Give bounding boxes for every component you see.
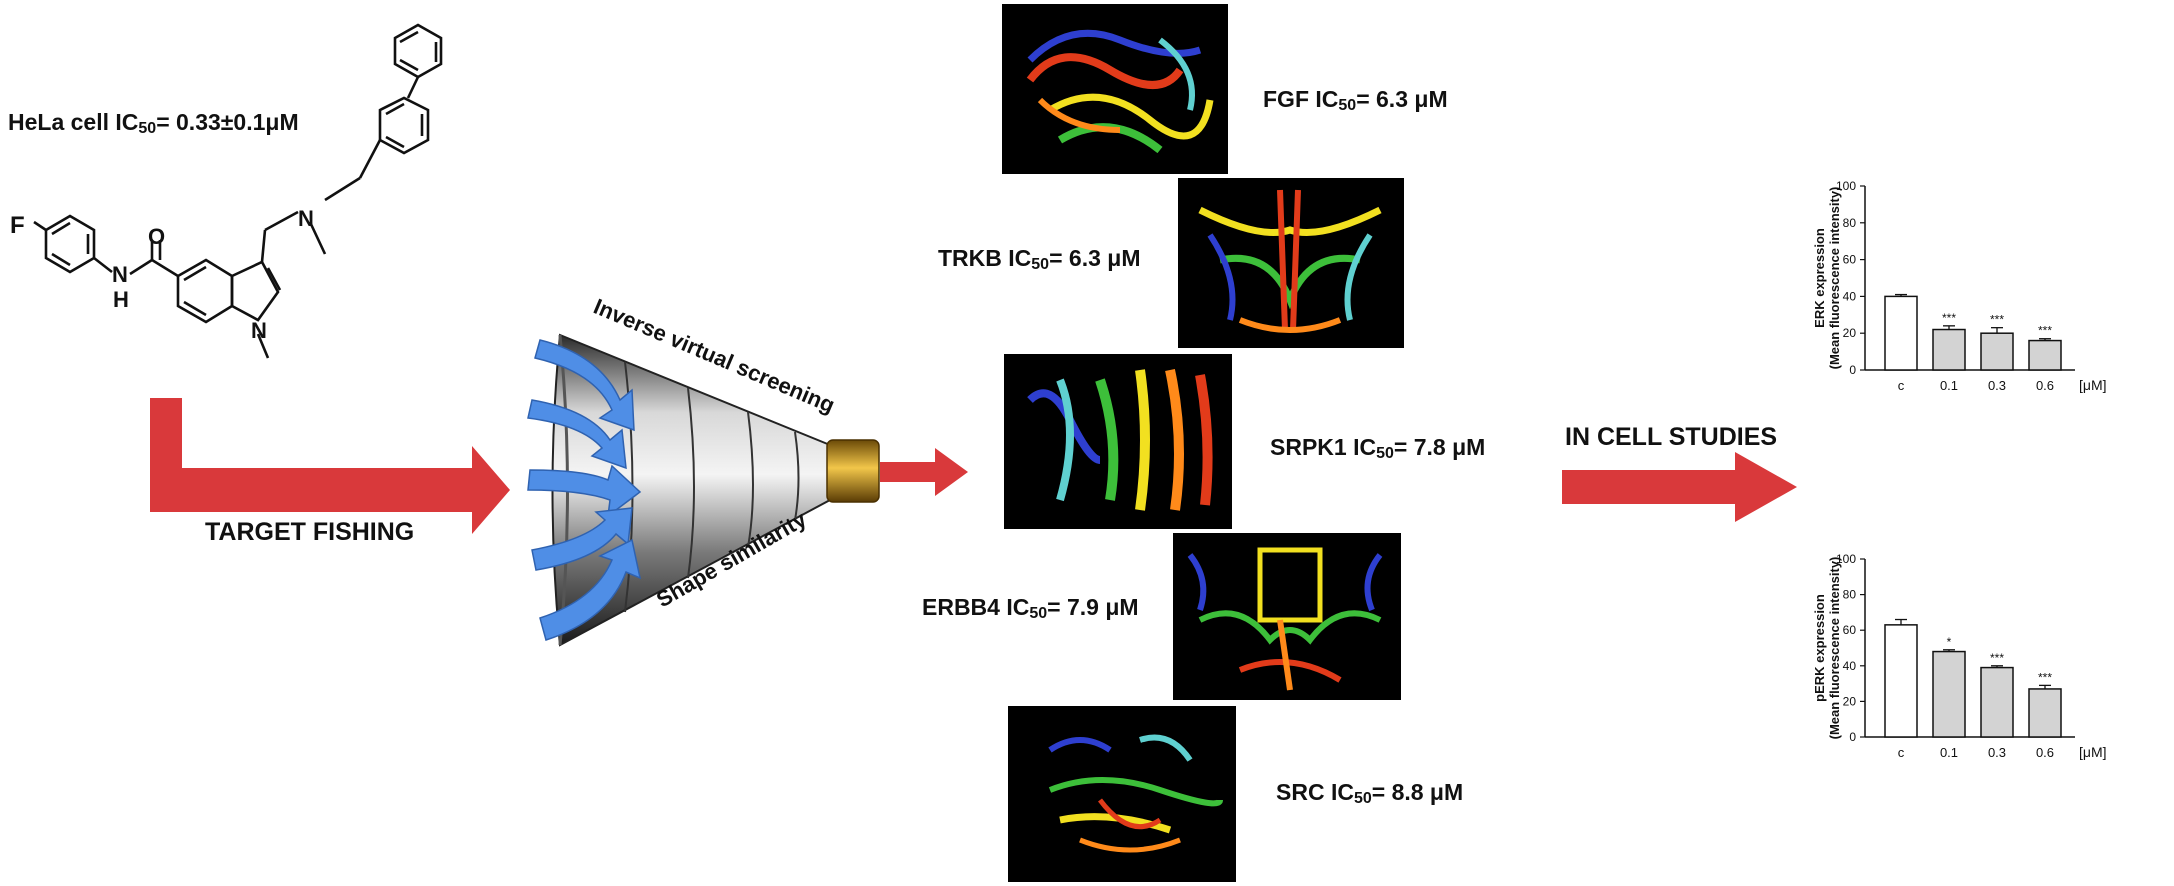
- significance-marker: ***: [1942, 311, 1956, 325]
- bar: [1932, 650, 1966, 738]
- phenyl-ring-top: [393, 23, 443, 79]
- significance-marker: ***: [2038, 324, 2052, 338]
- y-tick-label: 40: [1843, 289, 1857, 303]
- bar: [2028, 339, 2062, 371]
- y-tick-label: 100: [1836, 179, 1856, 193]
- screening-funnel: Inverse virtual screening Shape similari…: [527, 294, 880, 647]
- x-tick-label: 0.3: [1988, 378, 2006, 393]
- y-tick-label: 100: [1836, 552, 1856, 566]
- molecule-atom-labels: F O N H N N: [10, 206, 314, 343]
- x-tick-label: 0.3: [1988, 745, 2006, 760]
- hela-ic50-label: HeLa cell IC50= 0.33±0.1μM: [8, 109, 299, 137]
- x-tick-label: 0.6: [2036, 378, 2054, 393]
- y-tick-label: 60: [1843, 623, 1857, 637]
- y-tick-label: 0: [1849, 363, 1856, 377]
- x-tick-label: c: [1898, 745, 1905, 760]
- target-label-srpk1: SRPK1 IC50= 7.8 μM: [1270, 434, 1485, 462]
- y-tick-label: 40: [1843, 659, 1857, 673]
- chemical-structure: [33, 23, 443, 359]
- y-tick-label: 60: [1843, 253, 1857, 267]
- y-tick-label: 20: [1843, 326, 1857, 340]
- y-tick-label: 80: [1843, 216, 1857, 230]
- bar: [1980, 666, 2014, 738]
- x-tick-label: c: [1898, 378, 1905, 393]
- protein-src-image: [1008, 706, 1236, 882]
- indole-benzene-ring: [176, 258, 234, 324]
- atom-o: O: [148, 224, 165, 249]
- target-label-fgf: FGF IC50= 6.3 μM: [1263, 86, 1448, 114]
- y-axis-label: ERK expression: [1812, 228, 1827, 328]
- target-label-erbb4: ERBB4 IC50= 7.9 μM: [922, 594, 1139, 622]
- bar: [1932, 328, 1966, 371]
- funnel-output-arrow: [880, 448, 968, 496]
- atom-n-amine: N: [298, 206, 314, 231]
- protein-erbb4-image: [1173, 533, 1401, 700]
- indole-pyrrole-ring: [230, 260, 280, 322]
- x-tick-label: 0.1: [1940, 378, 1958, 393]
- significance-marker: ***: [1990, 651, 2004, 665]
- protein-fgf-image: [1002, 4, 1228, 174]
- atom-n-indole: N: [251, 318, 267, 343]
- target-fishing-label: TARGET FISHING: [205, 518, 414, 546]
- y-axis-label-units: (Mean fluorescence intensity): [1827, 557, 1842, 740]
- protein-trkb-image: [1178, 178, 1404, 348]
- y-tick-label: 20: [1843, 694, 1857, 708]
- protein-srpk1-image: [1004, 354, 1232, 529]
- target-label-trkb: TRKB IC50= 6.3 μM: [938, 245, 1141, 273]
- bar: [2028, 688, 2062, 738]
- x-tick-label: 0.1: [1940, 745, 1958, 760]
- target-fishing-arrow: [150, 398, 510, 534]
- in-cell-studies-label: IN CELL STUDIES: [1565, 423, 1777, 451]
- y-tick-label: 80: [1843, 588, 1857, 602]
- x-unit-label: [μM]: [2079, 377, 2107, 393]
- significance-marker: *: [1947, 635, 1952, 649]
- x-unit-label: [μM]: [2079, 744, 2107, 760]
- target-label-src: SRC IC50= 8.8 μM: [1276, 779, 1463, 807]
- bar: [1884, 295, 1918, 371]
- blue-input-arrows: [527, 339, 642, 641]
- bar: [1884, 624, 1918, 738]
- significance-marker: ***: [1990, 313, 2004, 327]
- perk-expression-chart: 0 20 40 60 80 100 pERK expression (Mean fluores…: [1812, 552, 2107, 760]
- y-axis-label-units: (Mean fluorescence intensity): [1827, 187, 1842, 370]
- y-tick-label: 0: [1849, 730, 1856, 744]
- erk-expression-chart: 0 20 40 60 80 100 ERK expression (Mean fluoresc…: [1812, 179, 2107, 393]
- atom-h-amide: H: [113, 287, 129, 312]
- significance-marker: ***: [2038, 670, 2052, 684]
- bar: [1980, 332, 2014, 371]
- x-tick-label: 0.6: [2036, 745, 2054, 760]
- funnel-tip: [826, 439, 880, 503]
- atom-f: F: [10, 212, 25, 239]
- in-cell-arrow: [1562, 452, 1797, 522]
- y-axis-label: pERK expression: [1812, 594, 1827, 702]
- atom-n-amide: N: [112, 262, 128, 287]
